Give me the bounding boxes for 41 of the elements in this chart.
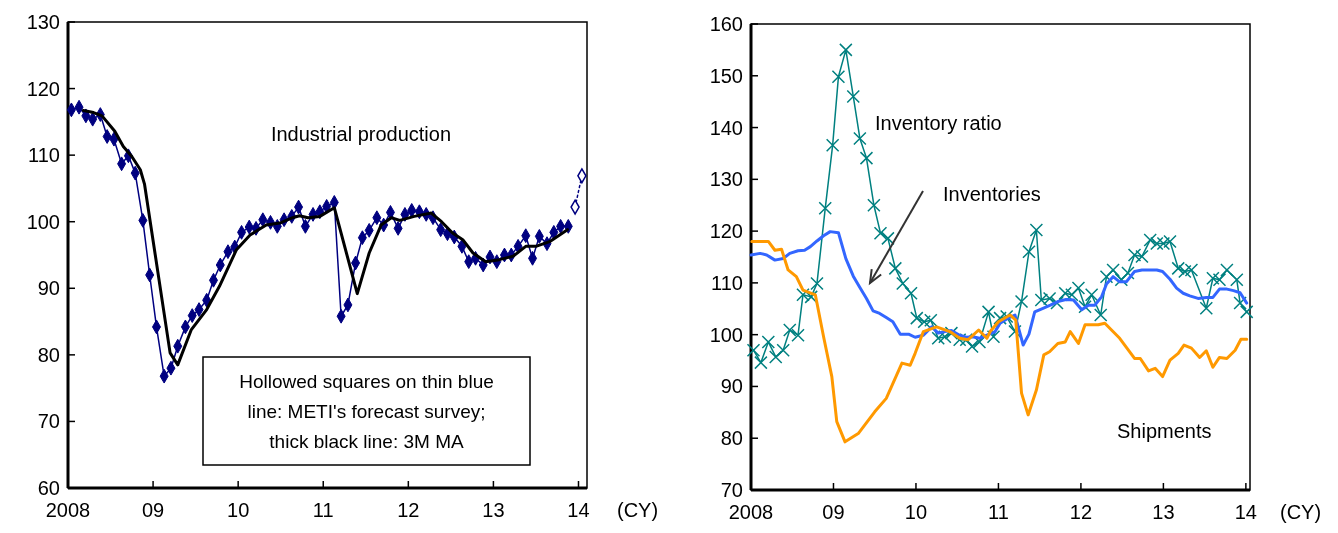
x-tick-label: 09: [822, 501, 845, 523]
x-tick-label: 09: [141, 499, 165, 521]
y-tick-label: 80: [37, 343, 60, 366]
x-tick-label: 10: [904, 501, 928, 523]
y-tick-label: 90: [720, 375, 743, 398]
x-tick-label: 10: [227, 499, 250, 521]
annotation: Hollowed squares on thin blue line: METI's forecast survey; thick black line: 3M MA: [239, 370, 494, 452]
x-tick-label: 13: [482, 499, 505, 521]
line-series: [750, 239, 1249, 444]
y-tick-label: 90: [37, 277, 60, 300]
x-tick-label: 14: [567, 499, 590, 521]
x-tick-label: 2008: [45, 499, 91, 521]
y-tick-label: 120: [709, 220, 743, 243]
y-tick-label: 110: [711, 271, 743, 294]
x-axis-title: (CY): [1280, 501, 1322, 523]
y-tick-label: 140: [709, 116, 743, 139]
x-tick-label: 12: [397, 499, 420, 521]
text: Industrial production: [270, 123, 452, 145]
y-tick-label: 130: [709, 168, 743, 191]
y-tick-label: 80: [720, 427, 743, 450]
x-tick-label: 13: [1152, 501, 1175, 523]
y-tick-label: 110: [28, 144, 60, 167]
line-series: [749, 230, 1249, 347]
x-tick-label: 14: [1234, 501, 1257, 523]
y-tick-label: 130: [26, 11, 60, 33]
y-tick-label: 160: [709, 13, 743, 35]
y-tick-label: 70: [37, 410, 60, 433]
text: Shipments: [1117, 420, 1212, 442]
text: Inventories: [943, 183, 1041, 205]
y-tick-label: 150: [709, 64, 743, 87]
y-tick-label: 120: [26, 77, 60, 100]
x-axis-title: (CY): [617, 499, 659, 521]
y-tick-label: 100: [26, 210, 60, 233]
x-tick-label: 12: [1069, 501, 1093, 523]
series-label: Inventory ratio: [875, 112, 1002, 134]
x-tick-label: 2008: [728, 501, 774, 523]
x-tick-label: 11: [988, 501, 1009, 523]
y-tick-label: 70: [720, 479, 743, 501]
y-tick-label: 60: [37, 477, 60, 499]
x-tick-label: 11: [312, 499, 334, 521]
y-tick-label: 100: [709, 323, 743, 346]
